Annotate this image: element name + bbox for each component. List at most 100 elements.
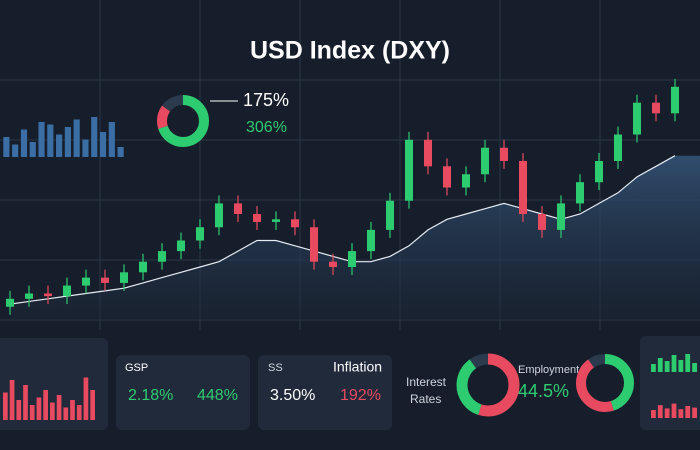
value: 175% — [243, 90, 289, 110]
mini-bar — [73, 119, 80, 157]
donut-segment — [456, 353, 520, 417]
mini-bar — [99, 132, 107, 157]
mini-bar — [70, 400, 75, 420]
mini-bar — [82, 139, 89, 157]
mini-bar — [64, 127, 71, 157]
candle-body — [462, 174, 470, 188]
candle-body — [234, 203, 242, 214]
mini-bar — [671, 403, 677, 418]
mini-bar — [91, 117, 98, 157]
card-value: 192% — [340, 387, 381, 404]
mini-bar — [38, 122, 45, 157]
mini-bar — [50, 402, 55, 420]
candle-body — [291, 219, 299, 228]
mini-bar — [29, 405, 35, 420]
mini-bar — [3, 392, 8, 420]
donut-segment — [456, 353, 520, 417]
candle-body — [348, 251, 356, 267]
card-value: 448% — [197, 387, 238, 404]
candle-body — [253, 214, 261, 222]
donut-segment — [157, 95, 209, 147]
card-label: SS — [268, 362, 283, 374]
candle-body — [367, 229, 375, 252]
title: USD Index (DXY) — [250, 37, 450, 65]
mini-bar — [664, 361, 670, 372]
card-title: Inflation — [333, 359, 382, 375]
mini-bar — [76, 405, 82, 420]
card-value: 3.50% — [270, 387, 315, 404]
card — [116, 355, 250, 430]
mini-bar — [83, 377, 89, 420]
candle-body — [557, 203, 565, 230]
mini-bar — [651, 410, 656, 418]
candle-body — [25, 293, 33, 299]
mini-bar — [9, 380, 15, 420]
mini-bar — [678, 360, 684, 372]
candle-body — [272, 219, 280, 222]
label: Interest — [406, 375, 447, 389]
card — [258, 355, 392, 430]
mini-bar — [56, 134, 63, 157]
mini-bar — [678, 409, 684, 418]
mini-bar — [117, 147, 124, 157]
mini-bar — [692, 407, 697, 418]
candle-body — [424, 139, 432, 167]
mini-bar — [685, 406, 691, 418]
candle-body — [500, 147, 508, 161]
candle-body — [44, 293, 52, 297]
value: 44.5% — [518, 381, 569, 401]
candle-body — [443, 166, 451, 188]
label: Employment — [518, 364, 579, 376]
candle-body — [405, 139, 413, 201]
candle-body — [519, 161, 527, 214]
mini-bar — [657, 358, 663, 372]
candle-body — [538, 214, 546, 230]
donut-segment — [157, 95, 209, 147]
mini-bar — [108, 122, 115, 157]
mini-bar — [56, 395, 62, 420]
candle-body — [215, 203, 223, 228]
mini-bar — [63, 407, 69, 420]
candle-body — [576, 182, 584, 204]
candle-body — [120, 272, 128, 283]
card-value: 2.18% — [128, 387, 173, 404]
candle-body — [158, 251, 166, 262]
candle-body — [177, 240, 185, 252]
candle-body — [82, 277, 90, 286]
mini-bar — [29, 142, 36, 157]
mini-bar — [23, 385, 28, 420]
mini-bar — [47, 124, 54, 157]
candle-body — [652, 102, 660, 114]
candle-body — [310, 227, 318, 262]
donut-segment — [576, 354, 634, 412]
candle-body — [329, 261, 337, 267]
mini-bar — [664, 408, 670, 418]
card — [640, 336, 700, 430]
main-chart — [6, 78, 700, 320]
candle-body — [614, 134, 622, 161]
mini-bar — [12, 144, 19, 157]
mini-bar — [651, 364, 656, 372]
candle-body — [671, 86, 679, 114]
card-label: GSP — [125, 362, 148, 374]
mini-bar — [657, 405, 663, 418]
trend-area — [10, 155, 700, 320]
candle-body — [63, 285, 71, 297]
mini-bar — [90, 390, 95, 420]
mini-bar — [692, 363, 697, 372]
candle-body — [196, 227, 204, 241]
candle-body — [481, 147, 489, 175]
mini-bar — [43, 390, 48, 420]
value: 306% — [246, 119, 287, 136]
mini-bar — [20, 129, 28, 157]
candle-body — [386, 200, 394, 230]
candle-body — [6, 298, 14, 307]
candle-body — [633, 102, 641, 135]
candle-body — [595, 161, 603, 183]
mini-bar — [16, 400, 22, 420]
candle-body — [101, 277, 109, 283]
candle-body — [139, 261, 147, 273]
mini-bar — [685, 354, 691, 372]
